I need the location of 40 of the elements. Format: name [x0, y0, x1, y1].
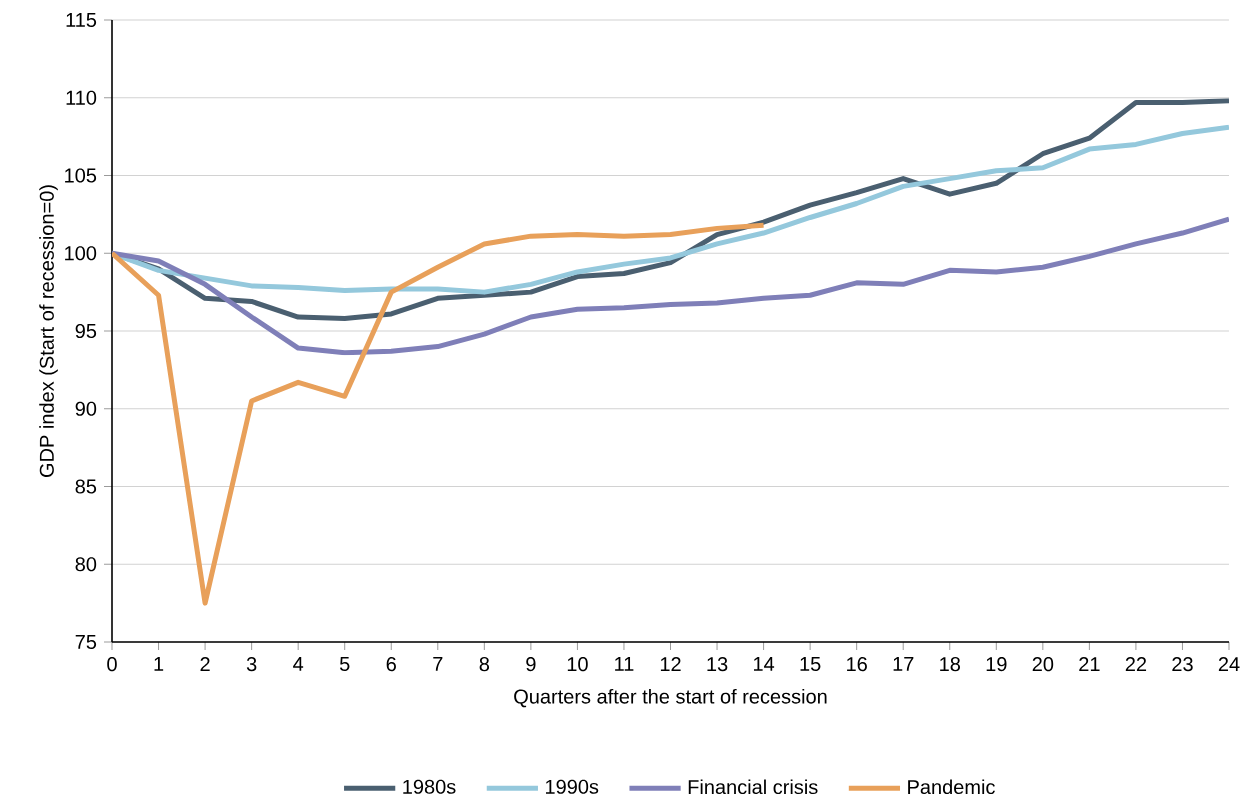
x-tick-label: 11 [615, 657, 634, 671]
y-axis-title: GDP index (Start of recession=0) [39, 185, 58, 478]
x-tick-label: 24 [1218, 657, 1240, 672]
x-tick-label: 19 [986, 657, 1007, 672]
y-tick-label: 95 [75, 323, 97, 339]
x-tick-label: 21 [1079, 657, 1100, 672]
x-tick-label: 23 [1172, 657, 1193, 672]
legend-label: 1980s [403, 779, 456, 794]
y-tick-label: 105 [65, 168, 97, 183]
x-axis-title: Quarters after the start of recession [514, 688, 827, 708]
x-tick-label: 12 [660, 657, 681, 672]
y-tick-label: 100 [65, 246, 97, 261]
x-tick-label: 14 [754, 657, 775, 671]
x-tick-label: 15 [800, 657, 821, 672]
x-tick-label: 4 [293, 657, 304, 671]
x-tick-label: 13 [707, 657, 728, 672]
x-tick-label: 9 [526, 657, 536, 672]
legend-label: Financial crisis [688, 779, 818, 795]
y-tick-label: 75 [75, 635, 97, 649]
x-tick-label: 0 [107, 657, 117, 672]
x-tick-label: 1 [154, 657, 164, 671]
y-tick-label: 85 [75, 479, 97, 494]
x-tick-label: 8 [479, 657, 490, 672]
x-tick-label: 18 [940, 657, 961, 672]
x-tick-label: 22 [1125, 657, 1147, 672]
x-tick-label: 7 [433, 657, 443, 671]
x-tick-label: 10 [567, 657, 588, 672]
x-tick-label: 17 [893, 657, 914, 671]
legend-label: 1990s [546, 779, 599, 794]
y-tick-label: 115 [66, 13, 97, 27]
x-tick-label: 3 [246, 657, 257, 672]
y-tick-label: 110 [66, 90, 97, 105]
x-tick-label: 2 [200, 657, 210, 672]
x-tick-label: 20 [1032, 657, 1054, 672]
x-tick-label: 16 [847, 657, 867, 672]
x-tick-label: 6 [386, 657, 396, 672]
y-tick-label: 90 [75, 401, 97, 416]
y-tick-label: 80 [75, 557, 97, 572]
legend-label: Pandemic [908, 779, 995, 795]
x-tick-label: 5 [339, 657, 350, 672]
